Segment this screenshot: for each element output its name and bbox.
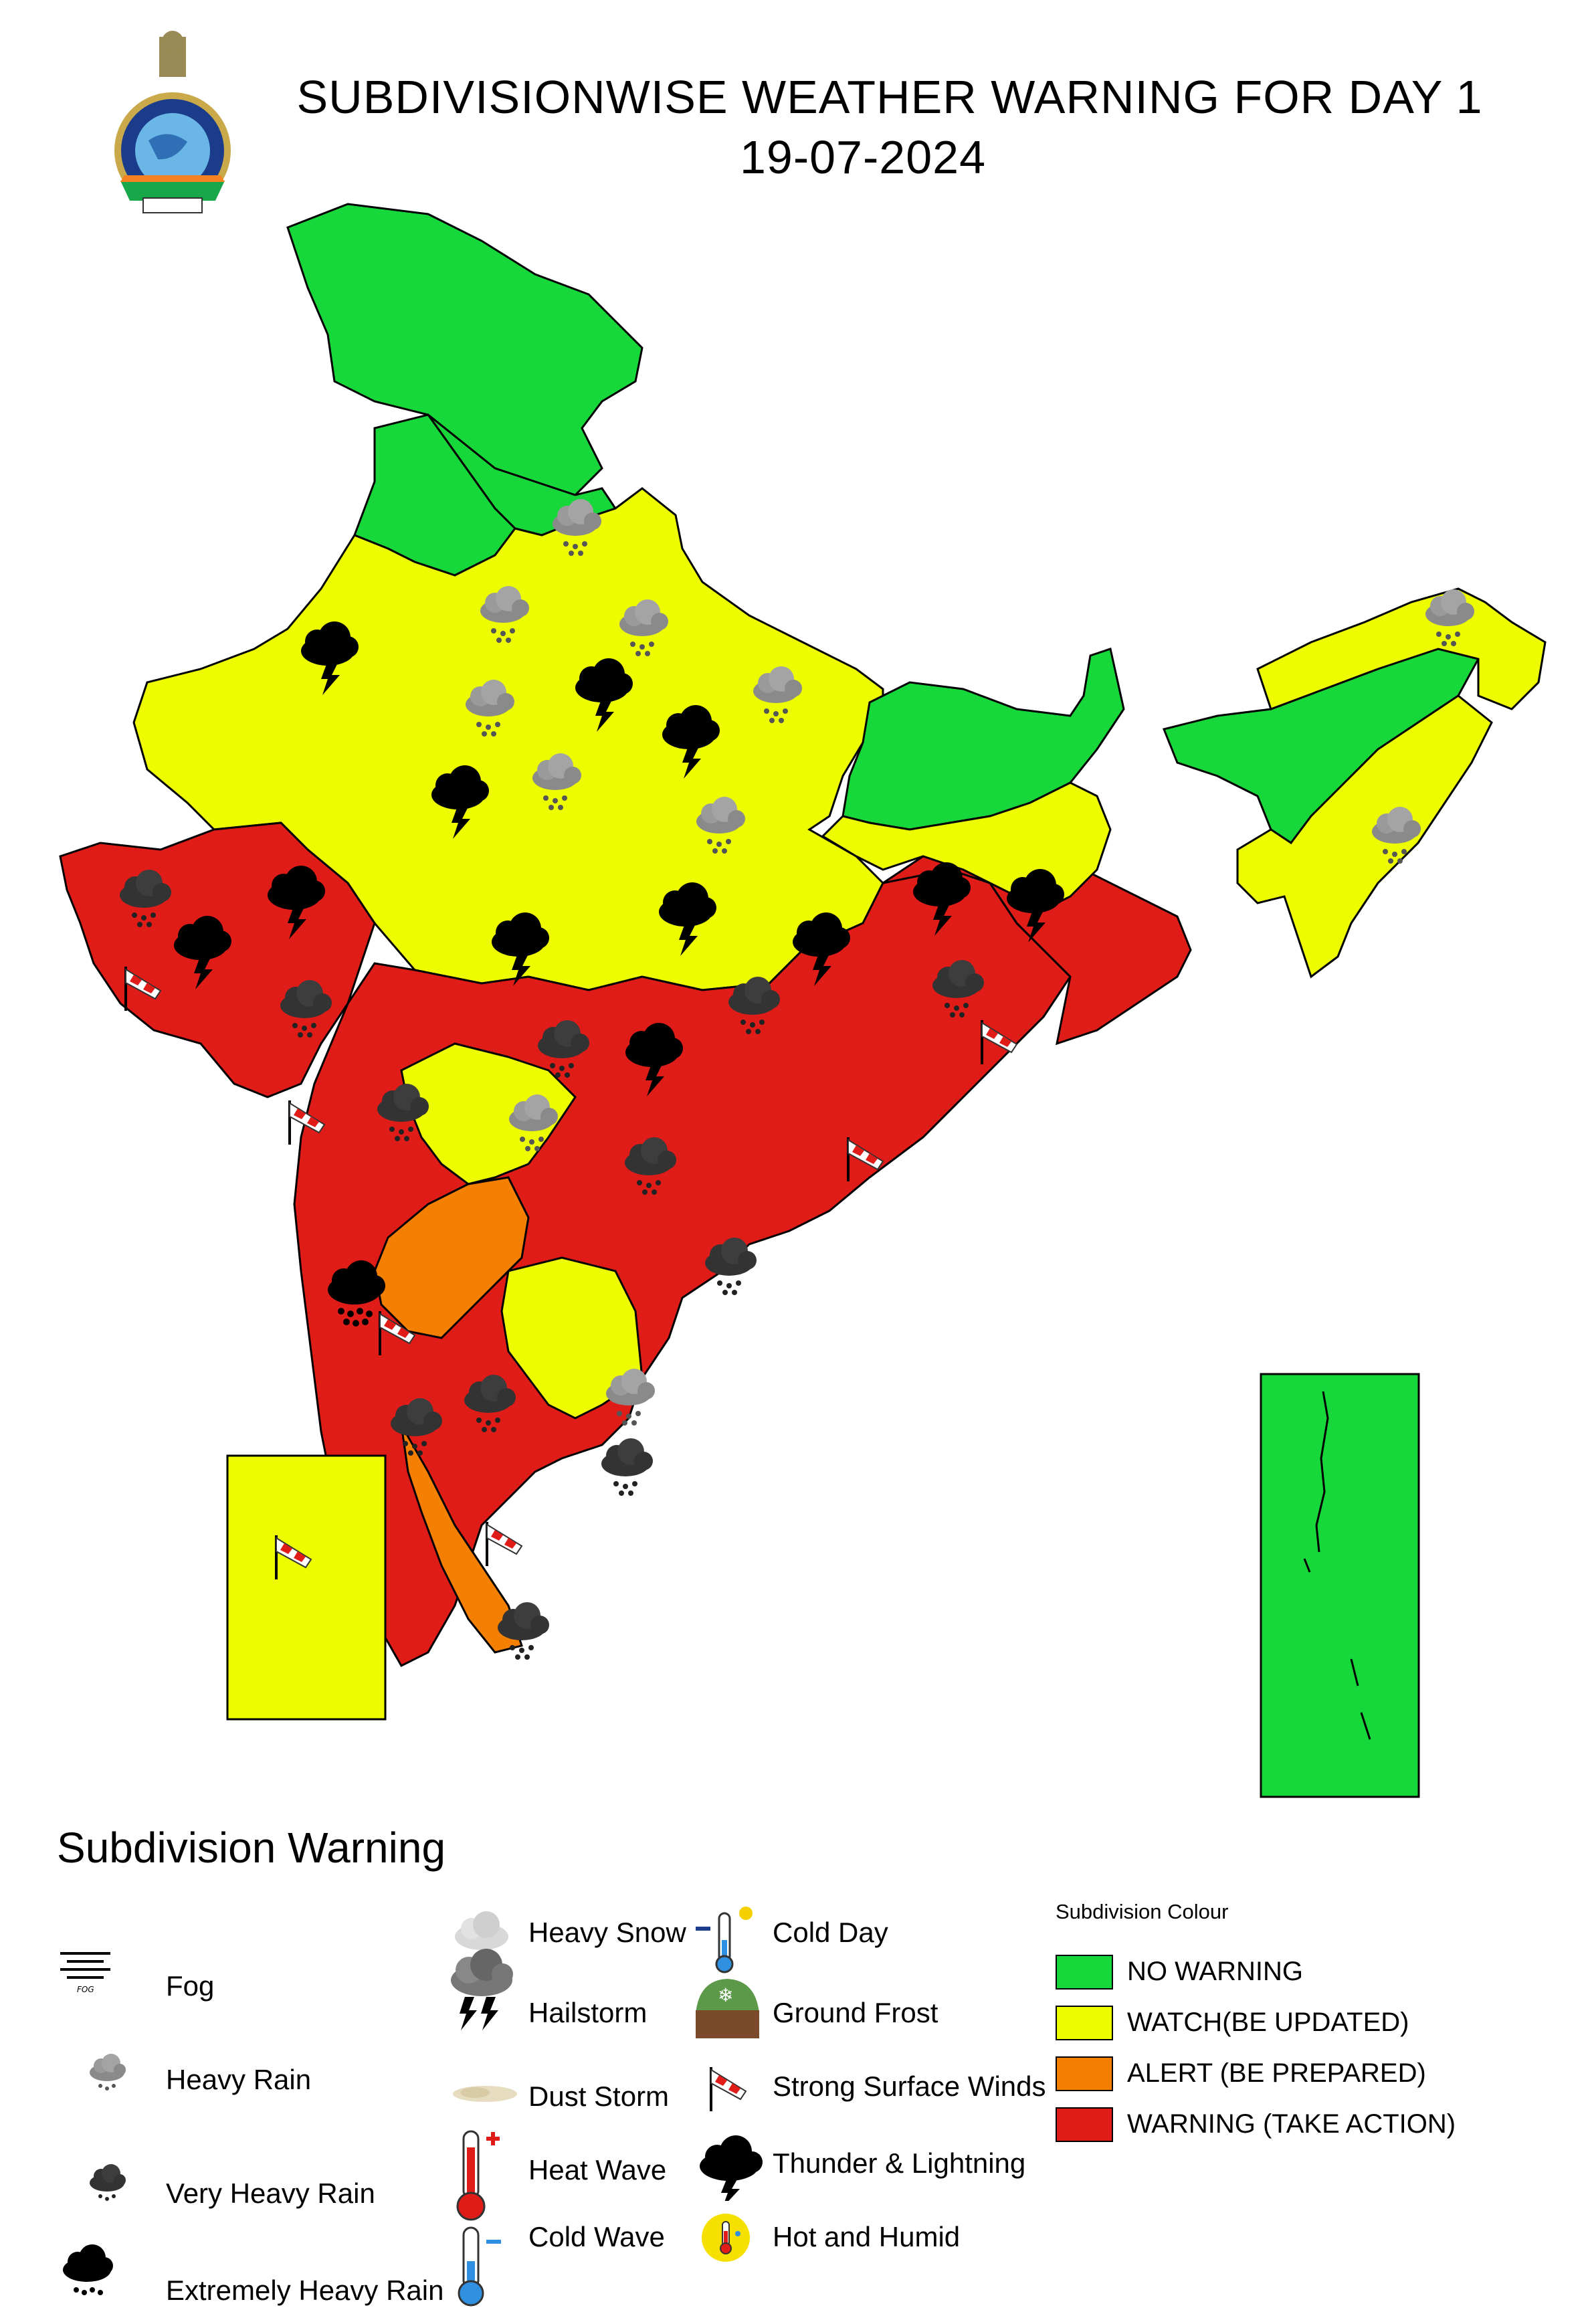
extremely-heavy-rain-icon xyxy=(63,2244,113,2295)
thunder-lightning-icon xyxy=(700,2135,763,2201)
ground-frost-icon: ❄ xyxy=(696,1979,759,2038)
fog-icon: FOG xyxy=(60,1952,110,1994)
swatch-alert xyxy=(1056,2056,1113,2091)
cold-day-icon xyxy=(696,1907,753,1973)
inset-lakshadweep xyxy=(226,1454,387,1721)
swatch-watch xyxy=(1056,2006,1113,2040)
region-arunachal xyxy=(1256,587,1547,710)
legend-label-heat-wave: Heat Wave xyxy=(528,2154,667,2186)
legend-label-warning: WARNING (TAKE ACTION) xyxy=(1127,2109,1456,2139)
legend-label-very-heavy-rain: Very Heavy Rain xyxy=(166,2177,375,2209)
map-date: 19-07-2024 xyxy=(739,131,987,183)
hot-humid-icon xyxy=(702,2214,750,2262)
imd-emblem-logo xyxy=(114,31,231,213)
legend-label-cold-wave: Cold Wave xyxy=(528,2221,665,2252)
swatch-no-warning xyxy=(1056,1955,1113,1990)
legend-label-strong-surface-winds: Strong Surface Winds xyxy=(773,2070,1046,2102)
region-kerala xyxy=(400,1424,523,1654)
heavy-snow-icon xyxy=(451,1911,513,2030)
map-title: SUBDIVISIONWISE WEATHER WARNING FOR DAY … xyxy=(296,71,1483,123)
cold-wave-icon xyxy=(458,2226,501,2307)
swatch-warning xyxy=(1056,2107,1113,2142)
legend-label-hailstorm: Hailstorm xyxy=(528,1997,648,2028)
region-marathwada xyxy=(400,1042,577,1185)
legend-label-cold-day: Cold Day xyxy=(773,1917,888,1948)
legend-label-dust-storm: Dust Storm xyxy=(528,2080,670,2112)
svg-text:FOG: FOG xyxy=(77,1985,94,1994)
legend-label-alert: ALERT (BE PREPARED) xyxy=(1127,2058,1426,2088)
legend-label-hot-humid: Hot and Humid xyxy=(773,2221,961,2252)
legend-label-watch: WATCH(BE UPDATED) xyxy=(1127,2008,1409,2037)
very-heavy-rain-icon xyxy=(90,2164,126,2201)
legend-label-heavy-rain: Heavy Rain xyxy=(166,2064,312,2095)
region-ne-south xyxy=(1236,694,1493,979)
heavy-rain-icon xyxy=(90,2054,126,2091)
dust-storm-icon xyxy=(453,2086,517,2102)
inset-andaman-nicobar xyxy=(1260,1373,1420,1798)
svg-text:❄: ❄ xyxy=(718,1984,733,2006)
legend-title: Subdivision Warning xyxy=(57,1824,446,1872)
heat-wave-icon xyxy=(456,2130,501,2307)
legend-label-thunder-lightning: Thunder & Lightning xyxy=(773,2147,1026,2179)
windsock-icon xyxy=(710,2067,747,2111)
india-warning-map xyxy=(59,31,1547,1798)
hailstorm-icon xyxy=(468,2000,469,2001)
legend-label-no-warning: NO WARNING xyxy=(1127,1957,1303,1986)
region-rayalaseema xyxy=(500,1256,643,1420)
andaman-islands-outline xyxy=(1303,1391,1371,1740)
legend-label-fog: Fog xyxy=(166,1970,215,2002)
legend-label-ground-frost: Ground Frost xyxy=(773,1997,938,2028)
legend-label-extremely-heavy-rain: Extremely Heavy Rain xyxy=(166,2274,444,2306)
legend-label-heavy-snow: Heavy Snow xyxy=(528,1917,686,1948)
region-n-karnataka xyxy=(373,1176,530,1339)
region-jammu-kashmir xyxy=(286,203,643,496)
colour-legend-title: Subdivision Colour xyxy=(1056,1900,1229,1923)
